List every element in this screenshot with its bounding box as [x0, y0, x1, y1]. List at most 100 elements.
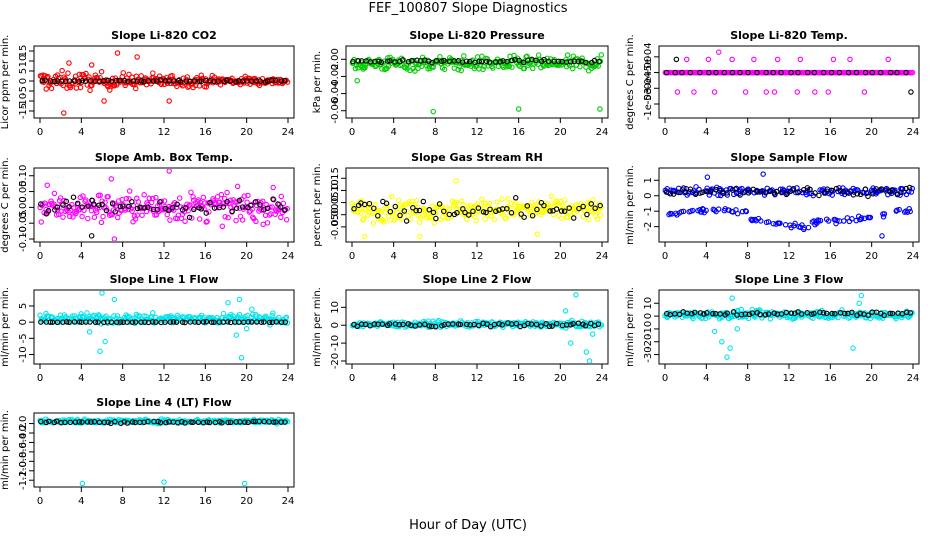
data-point	[773, 188, 780, 195]
data-point	[515, 106, 522, 112]
data-point	[466, 212, 472, 218]
data-point	[264, 205, 271, 212]
x-tick-label: 16	[199, 496, 212, 507]
points-group	[37, 50, 291, 116]
data-point	[52, 78, 58, 85]
data-point	[413, 207, 419, 214]
data-point	[840, 218, 847, 224]
data-point	[894, 69, 900, 76]
data-point	[45, 73, 51, 80]
x-tick-label: 12	[783, 251, 796, 262]
data-point	[664, 310, 670, 317]
data-point	[529, 212, 536, 219]
data-point	[182, 218, 188, 225]
data-point	[217, 82, 224, 88]
data-point	[242, 419, 248, 425]
data-point	[499, 196, 505, 203]
data-point	[737, 69, 743, 76]
data-point	[704, 174, 711, 180]
x-tick-label: 8	[432, 373, 438, 384]
data-point	[834, 217, 840, 224]
data-point	[836, 69, 843, 76]
data-point	[224, 189, 230, 196]
data-point	[115, 198, 122, 204]
data-point	[904, 309, 910, 316]
data-point	[477, 205, 484, 212]
data-point	[99, 291, 105, 296]
y-tick-label: 0.05	[18, 180, 29, 202]
data-point	[908, 89, 914, 95]
data-point	[153, 194, 159, 201]
y-axis-label: ml/min per min.	[312, 287, 323, 367]
data-point	[832, 311, 838, 317]
data-point	[190, 419, 196, 426]
x-tick-label: 12	[158, 251, 171, 262]
data-point	[879, 233, 885, 239]
data-point	[264, 220, 271, 226]
data-point	[366, 209, 373, 216]
data-point	[154, 206, 161, 213]
data-point	[355, 58, 362, 64]
y-tick-label: -0.10	[18, 226, 29, 252]
x-tick-label: 12	[471, 127, 484, 138]
y-tick-label: -2	[643, 222, 654, 232]
data-point	[713, 184, 720, 191]
panel-title: Slope Amb. Box Temp.	[95, 151, 233, 164]
x-tick-label: 0	[662, 373, 668, 384]
data-point	[782, 222, 789, 228]
x-tick-label: 4	[78, 373, 84, 384]
data-point	[666, 211, 672, 218]
data-point	[436, 201, 443, 207]
data-point	[392, 203, 399, 210]
data-point	[239, 204, 246, 210]
data-point	[598, 322, 605, 328]
data-point	[260, 221, 266, 228]
y-axis-label: ml/min per min.	[0, 287, 11, 367]
data-point	[385, 58, 391, 64]
y-tick-label: -0.2	[18, 423, 29, 443]
points-group	[349, 52, 605, 115]
data-point	[729, 69, 736, 76]
data-point	[582, 322, 589, 329]
data-point	[114, 319, 120, 325]
data-point	[734, 326, 741, 332]
page-title: FEF_100807 Slope Diagnostics	[368, 1, 568, 16]
data-point	[129, 198, 135, 205]
series-2	[664, 184, 913, 200]
data-point	[749, 310, 756, 316]
data-point	[561, 197, 568, 203]
data-point	[458, 67, 464, 74]
data-point	[38, 418, 44, 425]
data-point	[521, 214, 527, 220]
data-point	[762, 312, 769, 318]
data-point	[795, 69, 801, 76]
data-point	[389, 193, 395, 200]
data-point	[386, 321, 393, 327]
data-point	[243, 325, 250, 332]
data-point	[543, 321, 549, 327]
x-tick-label: 4	[78, 127, 84, 138]
data-point	[85, 203, 91, 209]
data-point	[446, 206, 453, 212]
data-point	[558, 215, 565, 221]
data-point	[215, 78, 221, 84]
data-point	[490, 65, 496, 71]
data-point	[141, 419, 147, 425]
data-point	[112, 209, 118, 215]
data-point	[395, 197, 402, 204]
data-point	[568, 59, 574, 65]
data-point	[131, 213, 138, 219]
data-point	[457, 321, 464, 328]
data-point	[795, 189, 801, 195]
data-point	[220, 204, 226, 210]
data-point	[497, 59, 504, 65]
data-point	[463, 321, 470, 328]
data-point	[38, 319, 44, 325]
data-point	[719, 339, 725, 345]
data-point	[412, 68, 418, 74]
x-tick-label: 4	[390, 373, 396, 384]
x-tick-label: 20	[240, 373, 253, 384]
data-point	[906, 184, 913, 191]
data-point	[39, 77, 46, 84]
data-point	[853, 69, 860, 76]
